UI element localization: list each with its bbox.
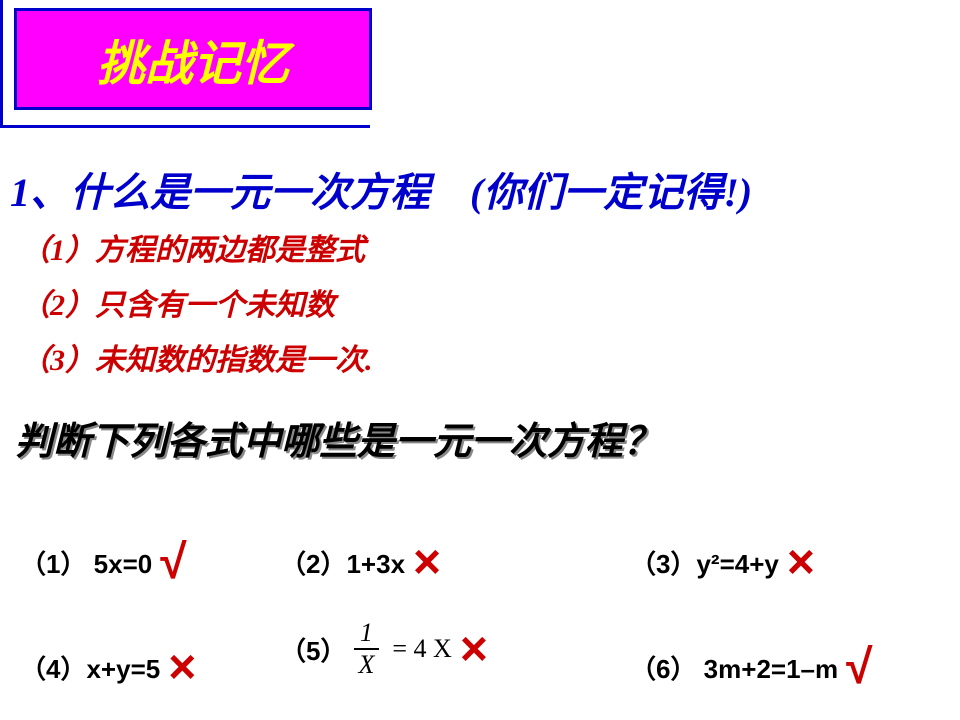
- cross-icon: ×: [413, 535, 441, 590]
- expr-1: （1） 5x=0 √: [20, 535, 187, 590]
- expr-5-fraction: 1 X: [352, 620, 380, 678]
- check-icon: √: [160, 535, 186, 590]
- expr-5-rest: = 4 X: [392, 634, 451, 664]
- condition-2: （2）只含有一个未知数: [20, 280, 335, 324]
- condition-1: （1）方程的两边都是整式: [20, 225, 365, 269]
- cross-icon: ×: [460, 622, 488, 677]
- expr-2: （2）1+3x ×: [280, 535, 441, 590]
- expr-3: （3）y²=4+y ×: [630, 535, 815, 590]
- condition-3: （3）未知数的指数是一次.: [20, 335, 373, 379]
- expr-5: （5） 1 X = 4 X ×: [280, 620, 488, 678]
- expr-6-label: （6） 3m+2=1–m: [630, 649, 838, 686]
- banner-body: 挑战记忆: [14, 8, 372, 110]
- expr-4-label: （4）x+y=5: [20, 649, 160, 686]
- judge-title: 判断下列各式中哪些是一元一次方程？: [15, 410, 661, 465]
- expr-5-prefix: （5）: [280, 631, 346, 668]
- question-title: 1、什么是一元一次方程 (你们一定记得!): [10, 160, 950, 218]
- fraction-numerator: 1: [354, 620, 379, 650]
- expr-6: （6） 3m+2=1–m √: [630, 640, 872, 695]
- expr-4: （4）x+y=5 ×: [20, 640, 196, 695]
- fraction-denominator: X: [352, 650, 380, 678]
- expr-1-label: （1） 5x=0: [20, 544, 152, 581]
- banner-title: 挑战记忆: [97, 24, 289, 94]
- cross-icon: ×: [168, 640, 196, 695]
- expr-3-label: （3）y²=4+y: [630, 544, 779, 581]
- title-banner: 挑战记忆: [0, 0, 390, 130]
- check-icon: √: [846, 640, 872, 695]
- expr-2-label: （2）1+3x: [280, 544, 405, 581]
- cross-icon: ×: [787, 535, 815, 590]
